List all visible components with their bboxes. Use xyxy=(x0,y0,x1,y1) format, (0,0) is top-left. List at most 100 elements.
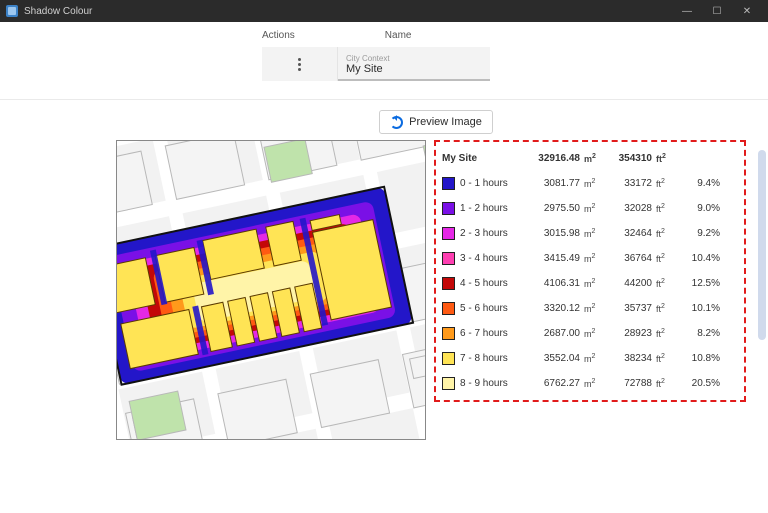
legend-ft2: 36764 xyxy=(604,253,654,264)
header-area: Actions Name City Context My Site xyxy=(0,22,768,100)
legend-swatch xyxy=(442,327,455,340)
legend-unit-m2: m2 xyxy=(584,228,602,239)
legend-panel: My Site 32916.48 m2 354310 ft2 0 - 1 hou… xyxy=(434,140,746,402)
legend-total-m2: 32916.48 xyxy=(524,153,582,164)
legend-unit-ft2: ft2 xyxy=(656,278,676,289)
close-button[interactable]: ✕ xyxy=(732,6,762,17)
vertical-scrollbar[interactable] xyxy=(758,150,766,340)
legend-range: 8 - 9 hours xyxy=(460,378,522,389)
legend-swatch xyxy=(442,202,455,215)
legend-unit-ft2: ft2 xyxy=(656,328,676,339)
legend-unit-ft2: ft2 xyxy=(656,228,676,239)
window-title: Shadow Colour xyxy=(24,6,92,17)
legend-m2: 2975.50 xyxy=(524,203,582,214)
map-svg xyxy=(117,141,425,439)
legend-row: 7 - 8 hours 3552.04 m2 38234 ft2 10.8% xyxy=(442,346,738,371)
legend-unit-ft2: ft2 xyxy=(656,378,676,389)
minimize-button[interactable]: — xyxy=(672,6,702,17)
column-header-name: Name xyxy=(385,30,412,41)
legend-row: 8 - 9 hours 6762.27 m2 72788 ft2 20.5% xyxy=(442,371,738,396)
legend-m2: 3415.49 xyxy=(524,253,582,264)
legend-swatch xyxy=(442,252,455,265)
legend-ft2: 32464 xyxy=(604,228,654,239)
legend-site-label: My Site xyxy=(442,153,522,164)
legend-range: 5 - 6 hours xyxy=(460,303,522,314)
legend-pct: 10.8% xyxy=(678,353,720,364)
legend-ft2: 38234 xyxy=(604,353,654,364)
content-area: Preview Image My Site 32916.48 m2 354310… xyxy=(0,100,768,440)
legend-unit-m2: m2 xyxy=(584,378,602,389)
legend-pct: 9.2% xyxy=(678,228,720,239)
shadow-map[interactable] xyxy=(116,140,426,440)
legend-unit-m2: m2 xyxy=(584,153,602,164)
legend-unit-ft2: ft2 xyxy=(656,178,676,189)
legend-pct: 10.1% xyxy=(678,303,720,314)
legend-row: 1 - 2 hours 2975.50 m2 32028 ft2 9.0% xyxy=(442,196,738,221)
legend-ft2: 44200 xyxy=(604,278,654,289)
legend-pct: 10.4% xyxy=(678,253,720,264)
legend-pct: 9.4% xyxy=(678,178,720,189)
refresh-icon xyxy=(390,116,403,129)
legend-header-row: My Site 32916.48 m2 354310 ft2 xyxy=(442,146,738,171)
legend-range: 6 - 7 hours xyxy=(460,328,522,339)
actions-menu-button[interactable] xyxy=(262,47,338,81)
maximize-button[interactable]: ☐ xyxy=(702,6,732,17)
legend-pct: 12.5% xyxy=(678,278,720,289)
legend-pct: 8.2% xyxy=(678,328,720,339)
window-titlebar: Shadow Colour — ☐ ✕ xyxy=(0,0,768,22)
legend-unit-m2: m2 xyxy=(584,178,602,189)
legend-row: 0 - 1 hours 3081.77 m2 33172 ft2 9.4% xyxy=(442,171,738,196)
legend-ft2: 72788 xyxy=(604,378,654,389)
legend-swatch xyxy=(442,227,455,240)
legend-m2: 2687.00 xyxy=(524,328,582,339)
legend-unit-m2: m2 xyxy=(584,253,602,264)
legend-range: 1 - 2 hours xyxy=(460,203,522,214)
legend-range: 4 - 5 hours xyxy=(460,278,522,289)
legend-unit-m2: m2 xyxy=(584,278,602,289)
legend-swatch xyxy=(442,277,455,290)
legend-swatch xyxy=(442,177,455,190)
legend-m2: 4106.31 xyxy=(524,278,582,289)
legend-range: 2 - 3 hours xyxy=(460,228,522,239)
legend-ft2: 33172 xyxy=(604,178,654,189)
legend-row: 6 - 7 hours 2687.00 m2 28923 ft2 8.2% xyxy=(442,321,738,346)
legend-unit-ft2: ft2 xyxy=(656,353,676,364)
legend-unit-m2: m2 xyxy=(584,303,602,314)
legend-row: 5 - 6 hours 3320.12 m2 35737 ft2 10.1% xyxy=(442,296,738,321)
legend-unit-ft2: ft2 xyxy=(656,153,676,164)
legend-unit-m2: m2 xyxy=(584,353,602,364)
legend-m2: 6762.27 xyxy=(524,378,582,389)
legend-pct: 20.5% xyxy=(678,378,720,389)
legend-row: 2 - 3 hours 3015.98 m2 32464 ft2 9.2% xyxy=(442,221,738,246)
legend-row: 3 - 4 hours 3415.49 m2 36764 ft2 10.4% xyxy=(442,246,738,271)
legend-unit-ft2: ft2 xyxy=(656,303,676,314)
legend-unit-m2: m2 xyxy=(584,203,602,214)
preview-image-button[interactable]: Preview Image xyxy=(379,110,493,134)
site-name-caption: City Context xyxy=(346,54,482,63)
column-header-actions: Actions xyxy=(262,30,295,41)
legend-unit-m2: m2 xyxy=(584,328,602,339)
site-row: City Context My Site xyxy=(262,47,490,81)
legend-swatch xyxy=(442,352,455,365)
legend-swatch xyxy=(442,302,455,315)
legend-pct: 9.0% xyxy=(678,203,720,214)
legend-m2: 3552.04 xyxy=(524,353,582,364)
kebab-icon xyxy=(298,58,301,71)
legend-swatch xyxy=(442,377,455,390)
legend-unit-ft2: ft2 xyxy=(656,203,676,214)
legend-range: 0 - 1 hours xyxy=(460,178,522,189)
legend-total-ft2: 354310 xyxy=(604,153,654,164)
legend-range: 3 - 4 hours xyxy=(460,253,522,264)
preview-button-label: Preview Image xyxy=(409,116,482,128)
site-name-field[interactable]: City Context My Site xyxy=(338,47,490,81)
legend-m2: 3015.98 xyxy=(524,228,582,239)
legend-row: 4 - 5 hours 4106.31 m2 44200 ft2 12.5% xyxy=(442,271,738,296)
legend-ft2: 28923 xyxy=(604,328,654,339)
legend-m2: 3320.12 xyxy=(524,303,582,314)
legend-ft2: 32028 xyxy=(604,203,654,214)
legend-unit-ft2: ft2 xyxy=(656,253,676,264)
app-icon xyxy=(6,5,18,17)
legend-ft2: 35737 xyxy=(604,303,654,314)
site-name-value: My Site xyxy=(346,63,482,75)
legend-m2: 3081.77 xyxy=(524,178,582,189)
